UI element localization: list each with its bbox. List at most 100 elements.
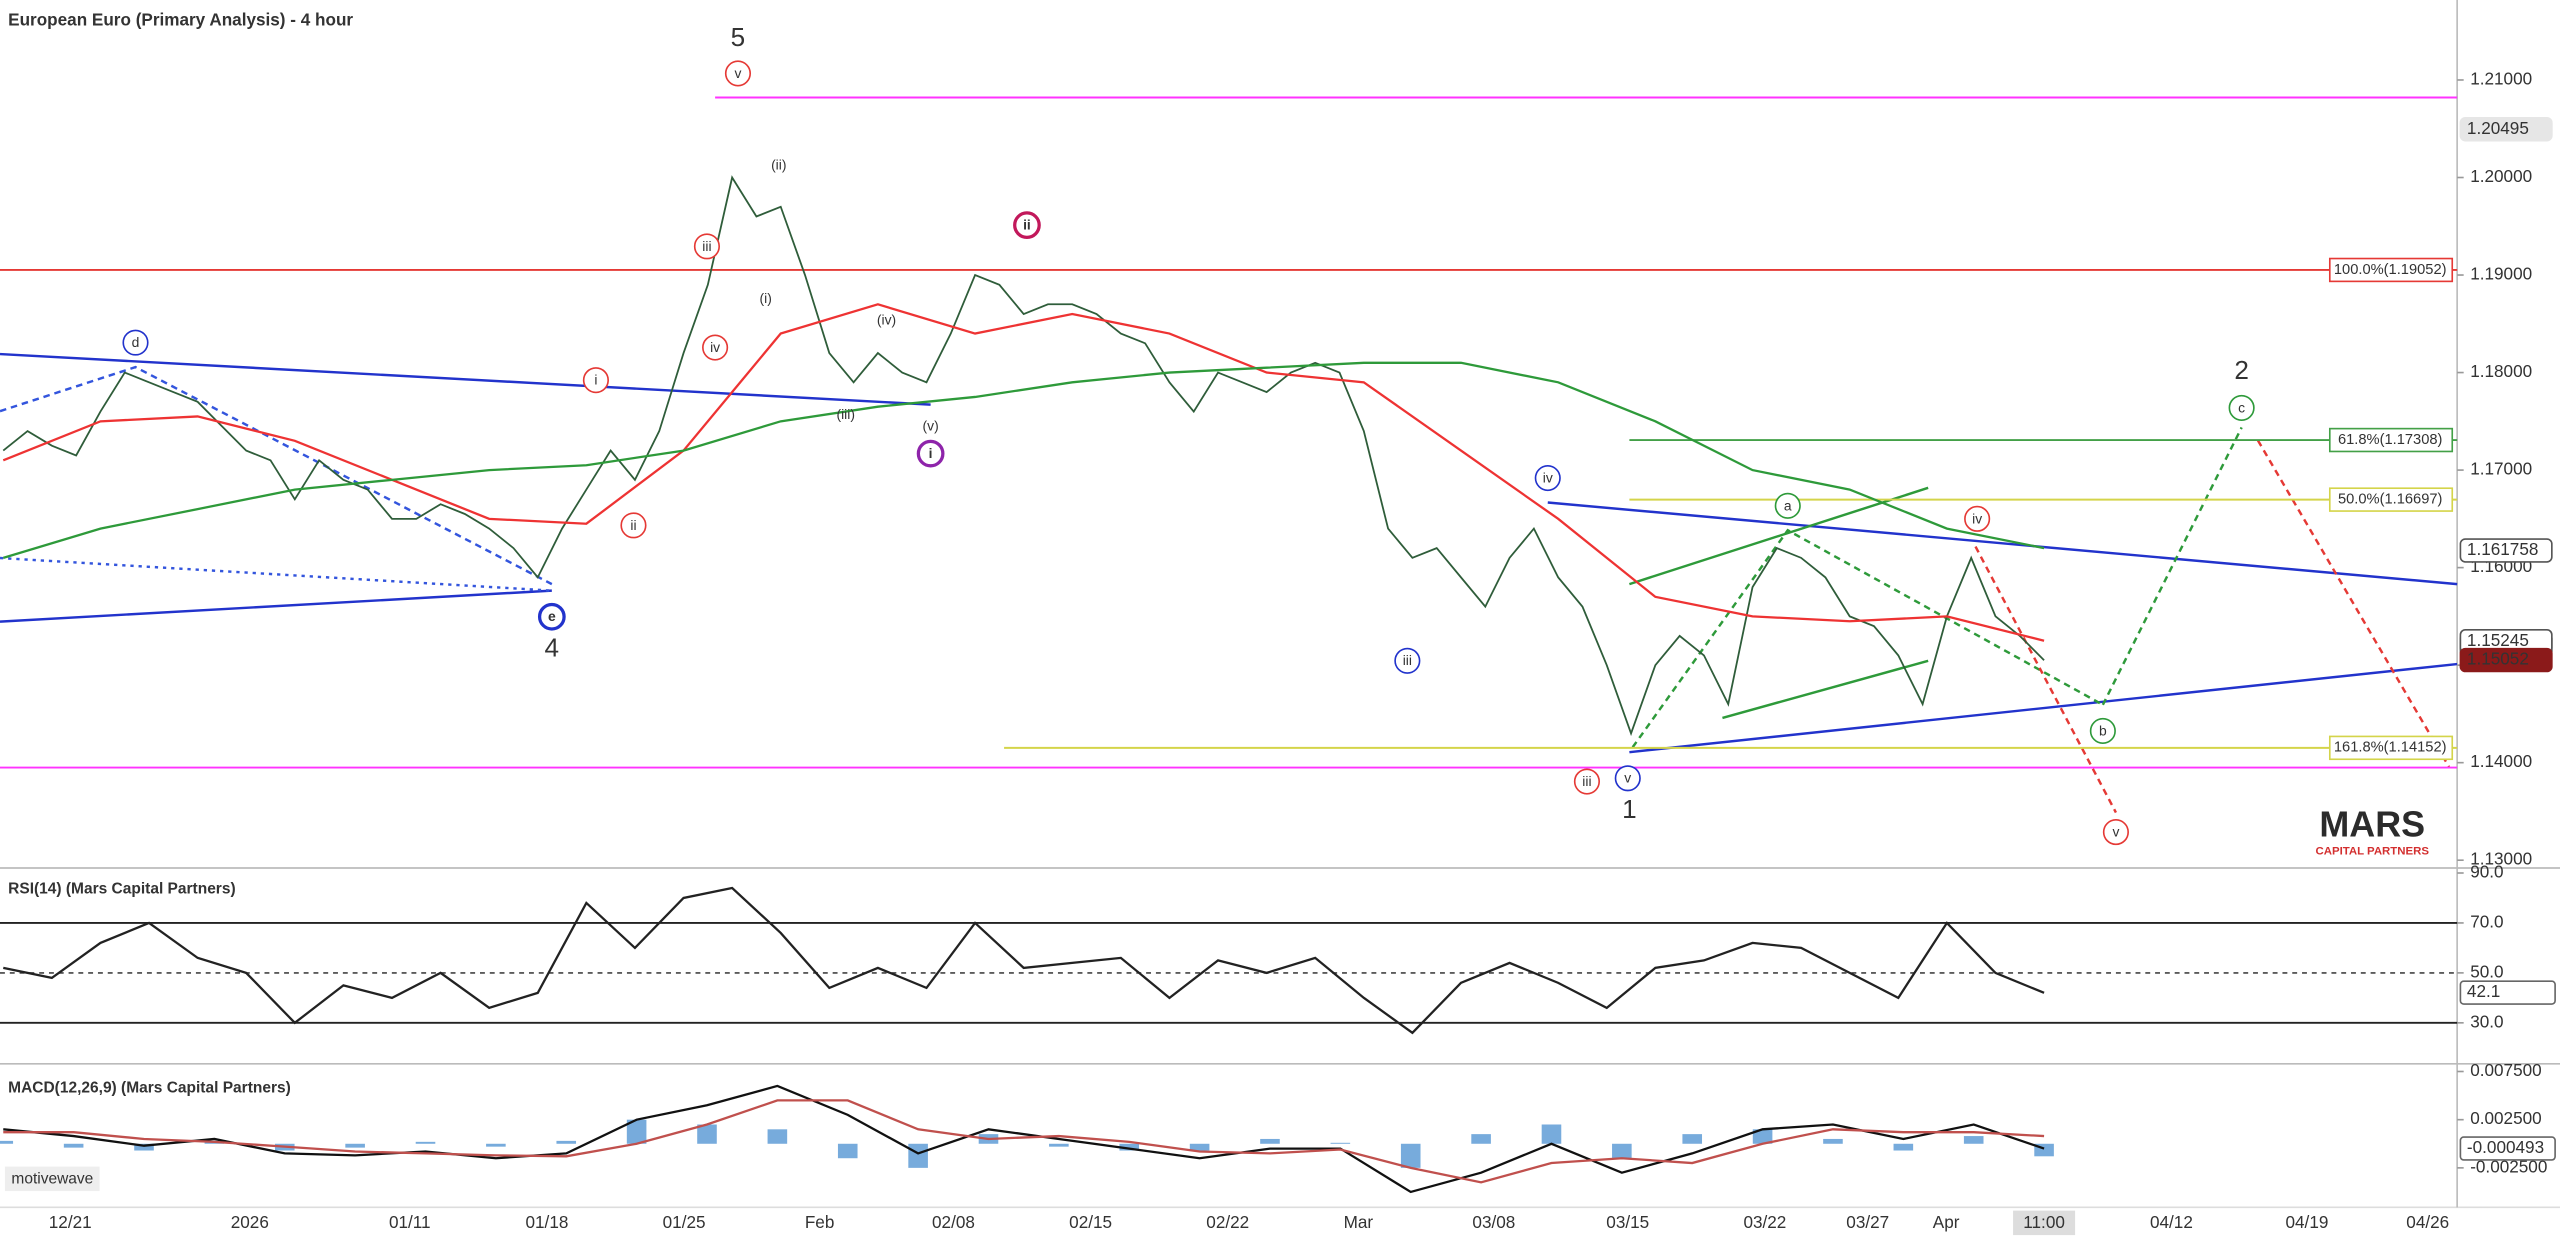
footer: motivewave [11, 1171, 93, 1188]
wave-label: v [2112, 824, 2119, 840]
price-marker-box [2459, 647, 2553, 673]
wave-label-circle [122, 329, 149, 356]
y-tick-label: 0.002500 [2470, 1108, 2541, 1128]
wave-label-circle [724, 60, 752, 87]
histogram-bar [1260, 1138, 1280, 1144]
histogram-bar [1612, 1143, 1632, 1159]
wave-label-circle [1534, 465, 1561, 492]
trendline [1629, 662, 2458, 754]
histogram-bar [697, 1124, 717, 1144]
panel-title: MACD(12,26,9) (Mars Capital Partners) [8, 1079, 291, 1096]
wave-label-circle [1614, 765, 1641, 792]
histogram-bar [1541, 1124, 1562, 1144]
trendline [1722, 659, 1929, 720]
x-tick-label: 04/12 [2150, 1212, 2193, 1232]
trendline [0, 556, 552, 592]
y-tick-label: -0.002500 [2470, 1156, 2547, 1176]
wave-label: (v) [923, 417, 939, 433]
histogram-bar [63, 1143, 84, 1148]
y-tick-label: 70.0 [2470, 911, 2503, 931]
y-tick-label: 1.17000 [2470, 459, 2532, 479]
series-line [2, 361, 2045, 559]
x-tick-label: 01/11 [389, 1212, 431, 1232]
current-value: 42.1 [2467, 981, 2500, 1001]
wave-label-circle [2089, 717, 2116, 744]
wave-label-circle [2228, 394, 2255, 421]
wave-label: i [594, 372, 597, 388]
y-tick-label: 1.13000 [2470, 849, 2532, 869]
x-tick-label: 2026 [231, 1212, 269, 1232]
level-label: 161.8%(1.14152) [2334, 740, 2447, 756]
wave-label: iii [1582, 773, 1591, 789]
y-tick-label: 30.0 [2470, 1011, 2503, 1031]
histogram-bar [626, 1119, 647, 1144]
wave-label: i [929, 445, 933, 461]
x-tick-label: 01/25 [663, 1212, 706, 1232]
footer-box [4, 1166, 100, 1192]
x-tick-label: 03/15 [1606, 1212, 1649, 1232]
wave-label-circle [582, 367, 609, 394]
current-value: -0.000493 [2467, 1137, 2544, 1157]
trendline [1547, 501, 2458, 586]
price-marker: 1.15052 [2467, 649, 2529, 669]
level-label: 100.0%(1.19052) [2334, 262, 2447, 278]
histogram-bar [1400, 1143, 1421, 1168]
x-tick-label: Mar [1344, 1212, 1374, 1232]
trendline [1974, 546, 2118, 814]
y-tick-label: 50.0 [2470, 961, 2503, 981]
series-line [3, 886, 2045, 1035]
histogram-bar [134, 1143, 154, 1151]
y-tick-label: 0.007500 [2470, 1060, 2541, 1080]
x-tick-label: 04/19 [2286, 1212, 2329, 1232]
histogram-bar [486, 1143, 506, 1147]
y-tick-label: 1.21000 [2470, 69, 2532, 89]
histogram-bar [345, 1143, 365, 1148]
histogram-bar [1119, 1143, 1140, 1151]
y-tick-label: 1.20000 [2470, 166, 2532, 186]
x-tick-label: 12/21 [49, 1212, 92, 1232]
histogram-bar [1963, 1136, 1984, 1144]
wave-label-circle [693, 233, 720, 260]
trendline [0, 365, 553, 586]
x-tick-label: 03/27 [1846, 1212, 1889, 1232]
wave-label-circle [1964, 505, 1991, 532]
x-tick-label: Feb [805, 1212, 835, 1232]
x-tick-label: 04/26 [2406, 1212, 2449, 1232]
trendline [2256, 439, 2451, 768]
logo-name: MARS [2319, 805, 2425, 845]
wave-label: v [1624, 770, 1631, 786]
x-tick-label: 03/08 [1472, 1212, 1515, 1232]
trendlines [0, 352, 2458, 814]
wave-label: ii [630, 517, 636, 533]
wave-label-circle [620, 512, 647, 539]
histogram-bar [1752, 1129, 1773, 1144]
series-line [3, 1099, 2045, 1184]
current-value-box [2459, 980, 2556, 1005]
wave-label: (ii) [771, 156, 786, 172]
wave-label: c [2238, 399, 2245, 415]
level-label-box [2328, 487, 2454, 512]
y-tick-label: 1.19000 [2470, 264, 2532, 284]
wave-label: iii [1403, 652, 1412, 668]
wave-label: iii [702, 238, 711, 254]
trendline [1631, 528, 2104, 748]
wave-label: iv [710, 339, 720, 355]
x-tick-label: 03/22 [1743, 1212, 1786, 1232]
level-label-box [2328, 735, 2454, 761]
price-marker-box [2459, 538, 2553, 563]
wave-label-circle [916, 439, 945, 468]
histogram-bar [908, 1143, 928, 1168]
x-tick-label: 02/08 [932, 1212, 975, 1232]
wave-label-circle [1573, 768, 1600, 795]
histogram-bar [415, 1141, 436, 1144]
wave-label-circle [1774, 492, 1801, 519]
histogram-bar [556, 1140, 577, 1144]
wave-label: 4 [545, 632, 560, 662]
trendline [2101, 426, 2243, 706]
histogram-bar [1049, 1143, 1069, 1147]
wave-label-circle [702, 334, 729, 361]
time-marker: 11:00 [2023, 1212, 2065, 1232]
histogram-bar [1893, 1143, 1914, 1151]
